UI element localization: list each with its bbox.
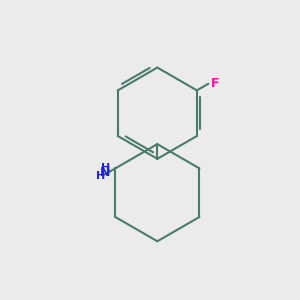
Text: F: F: [211, 77, 219, 90]
Text: N: N: [100, 166, 111, 179]
Text: H: H: [95, 171, 105, 181]
Text: H: H: [101, 163, 110, 173]
